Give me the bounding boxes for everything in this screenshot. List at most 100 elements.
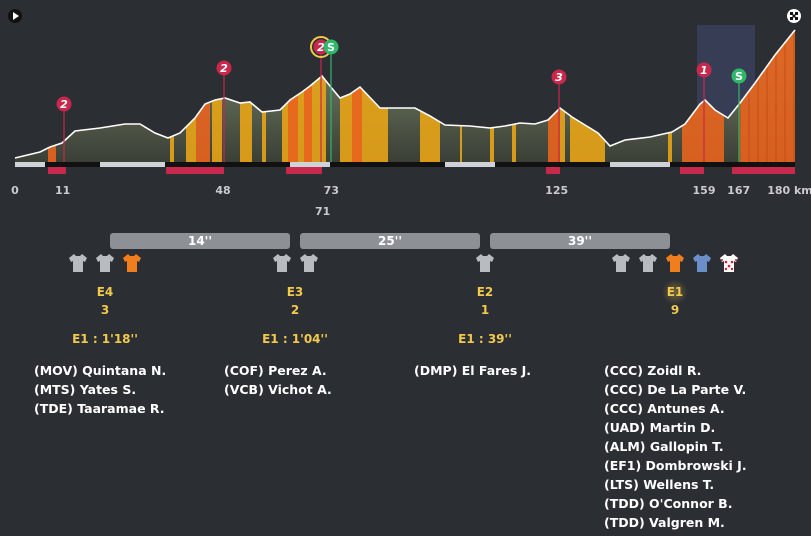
group-name[interactable]: E3 <box>286 285 304 299</box>
gap-e3-e2: 25'' <box>300 233 480 249</box>
rider-list: (CCC) Zoidl R. (CCC) De La Parte V. (CCC) … <box>604 361 784 532</box>
jersey-grey-icon <box>611 253 631 273</box>
gradient-band <box>460 30 462 162</box>
climb-zone <box>732 167 795 174</box>
group-rider-count: 1 <box>480 303 490 317</box>
selected-group-highlight <box>662 279 688 305</box>
gradient-band <box>490 30 494 162</box>
road-segment <box>610 162 670 167</box>
gradient-band <box>262 30 266 162</box>
group-rider-count: 3 <box>100 303 110 317</box>
rider-list: (MOV) Quintana N. (MTS) Yates S. (TDE) Taa… <box>34 361 214 418</box>
gradient-band <box>186 30 196 162</box>
gap-e4-e3: 14'' <box>110 233 290 249</box>
group-name[interactable]: E4 <box>96 285 114 299</box>
gradient-band <box>196 30 210 162</box>
rider-list: (DMP) El Fares J. <box>414 361 594 380</box>
gap-e2-e1: 39'' <box>490 233 670 249</box>
rider-list: (COF) Perez A. (VCB) Vichot A. <box>224 361 404 399</box>
gradient-band <box>560 30 565 162</box>
jersey-blue-icon <box>692 253 712 273</box>
jersey-grey-icon <box>68 253 88 273</box>
jersey-grey-icon <box>475 253 495 273</box>
climb-zone <box>680 167 704 174</box>
svg-text:S: S <box>735 70 743 83</box>
rider-km-label: 71 <box>315 205 330 218</box>
road-segment <box>290 162 330 167</box>
km-marker: 167 <box>727 184 750 197</box>
svg-text:2: 2 <box>60 98 68 111</box>
km-marker: 125 <box>545 184 568 197</box>
rider-name[interactable]: (TDD) Valgren M. <box>604 515 725 530</box>
gradient-band <box>212 30 222 162</box>
km-marker: 159 <box>693 184 716 197</box>
jersey-polka-icon <box>719 253 739 273</box>
gradient-band <box>548 30 560 162</box>
climb-zone <box>48 167 66 174</box>
rider-name[interactable]: (LTS) Wellens T. <box>604 477 715 492</box>
rider-name[interactable]: (CCC) Antunes A. <box>604 401 725 416</box>
climb-zones <box>48 167 795 174</box>
group-time-delta: E1 : 1'04'' <box>262 332 328 346</box>
elevation-profile <box>15 30 795 162</box>
climb-marker-icon: 2 <box>216 60 232 162</box>
svg-text:2: 2 <box>317 41 325 54</box>
km-marker: 48 <box>215 184 230 197</box>
climb-zone <box>546 167 560 174</box>
rider-name[interactable]: (CCC) De La Parte V. <box>604 382 747 397</box>
group-rider-count: 9 <box>670 303 680 317</box>
gradient-band <box>304 30 312 162</box>
gradient-band <box>240 30 252 162</box>
svg-text:S: S <box>327 41 335 54</box>
km-marker: 11 <box>55 184 70 197</box>
rider-name[interactable]: (TDD) O'Connor B. <box>604 496 733 511</box>
gradient-band <box>570 30 605 162</box>
gradient-band <box>352 30 362 162</box>
km-marker: 0 <box>11 184 19 197</box>
jersey-grey-icon <box>638 253 658 273</box>
group-time-delta: E1 : 39'' <box>458 332 512 346</box>
rider-name[interactable]: (MOV) Quintana N. <box>34 363 167 378</box>
km-axis: 0 11 48 73 125 159 167 180 km 71 <box>11 184 811 218</box>
km-marker: 180 km <box>767 184 811 197</box>
jersey-orange-icon <box>665 253 685 273</box>
road-segment <box>445 162 495 167</box>
climb-zone <box>166 167 224 174</box>
start-flag-icon <box>8 9 22 23</box>
climb-marker-icon: 1 <box>696 62 712 162</box>
gradient-band <box>512 30 516 162</box>
rider-name[interactable]: (MTS) Yates S. <box>34 382 137 397</box>
climb-zone <box>286 167 322 174</box>
jersey-grey-icon <box>95 253 115 273</box>
gradient-band <box>668 30 672 162</box>
sprint-marker-icon: S <box>323 39 339 162</box>
rider-name[interactable]: (CCC) Zoidl R. <box>604 363 702 378</box>
jersey-grey-icon <box>299 253 319 273</box>
climb-marker-icon: 3 <box>551 69 567 162</box>
rider-name[interactable]: (DMP) El Fares J. <box>414 363 532 378</box>
rider-name[interactable]: (ALM) Gallopin T. <box>604 439 724 454</box>
road-segment <box>100 162 165 167</box>
group-name[interactable]: E1 <box>666 285 684 299</box>
gradient-band <box>288 30 298 162</box>
svg-text:3: 3 <box>555 71 563 84</box>
svg-text:1: 1 <box>700 64 708 77</box>
group-rider-count: 2 <box>290 303 300 317</box>
gradient-band <box>170 30 174 162</box>
elevation-line <box>14 29 796 159</box>
rider-name[interactable]: (COF) Perez A. <box>224 363 327 378</box>
finish-flag-icon <box>787 9 801 23</box>
group-name[interactable]: E2 <box>476 285 494 299</box>
climb-marker-icon: 2 <box>56 96 72 162</box>
rider-name[interactable]: (EF1) Dombrowski J. <box>604 458 747 473</box>
rider-name[interactable]: (UAD) Martin D. <box>604 420 716 435</box>
group-time-delta: E1 : 1'18'' <box>72 332 138 346</box>
gradient-band <box>48 30 56 162</box>
svg-text:2: 2 <box>220 62 228 75</box>
road-bar <box>15 162 795 167</box>
km-marker: 73 <box>324 184 339 197</box>
jersey-grey-icon <box>272 253 292 273</box>
rider-name[interactable]: (VCB) Vichot A. <box>224 382 332 397</box>
rider-name[interactable]: (TDE) Taaramae R. <box>34 401 165 416</box>
jersey-orange-icon <box>122 253 142 273</box>
